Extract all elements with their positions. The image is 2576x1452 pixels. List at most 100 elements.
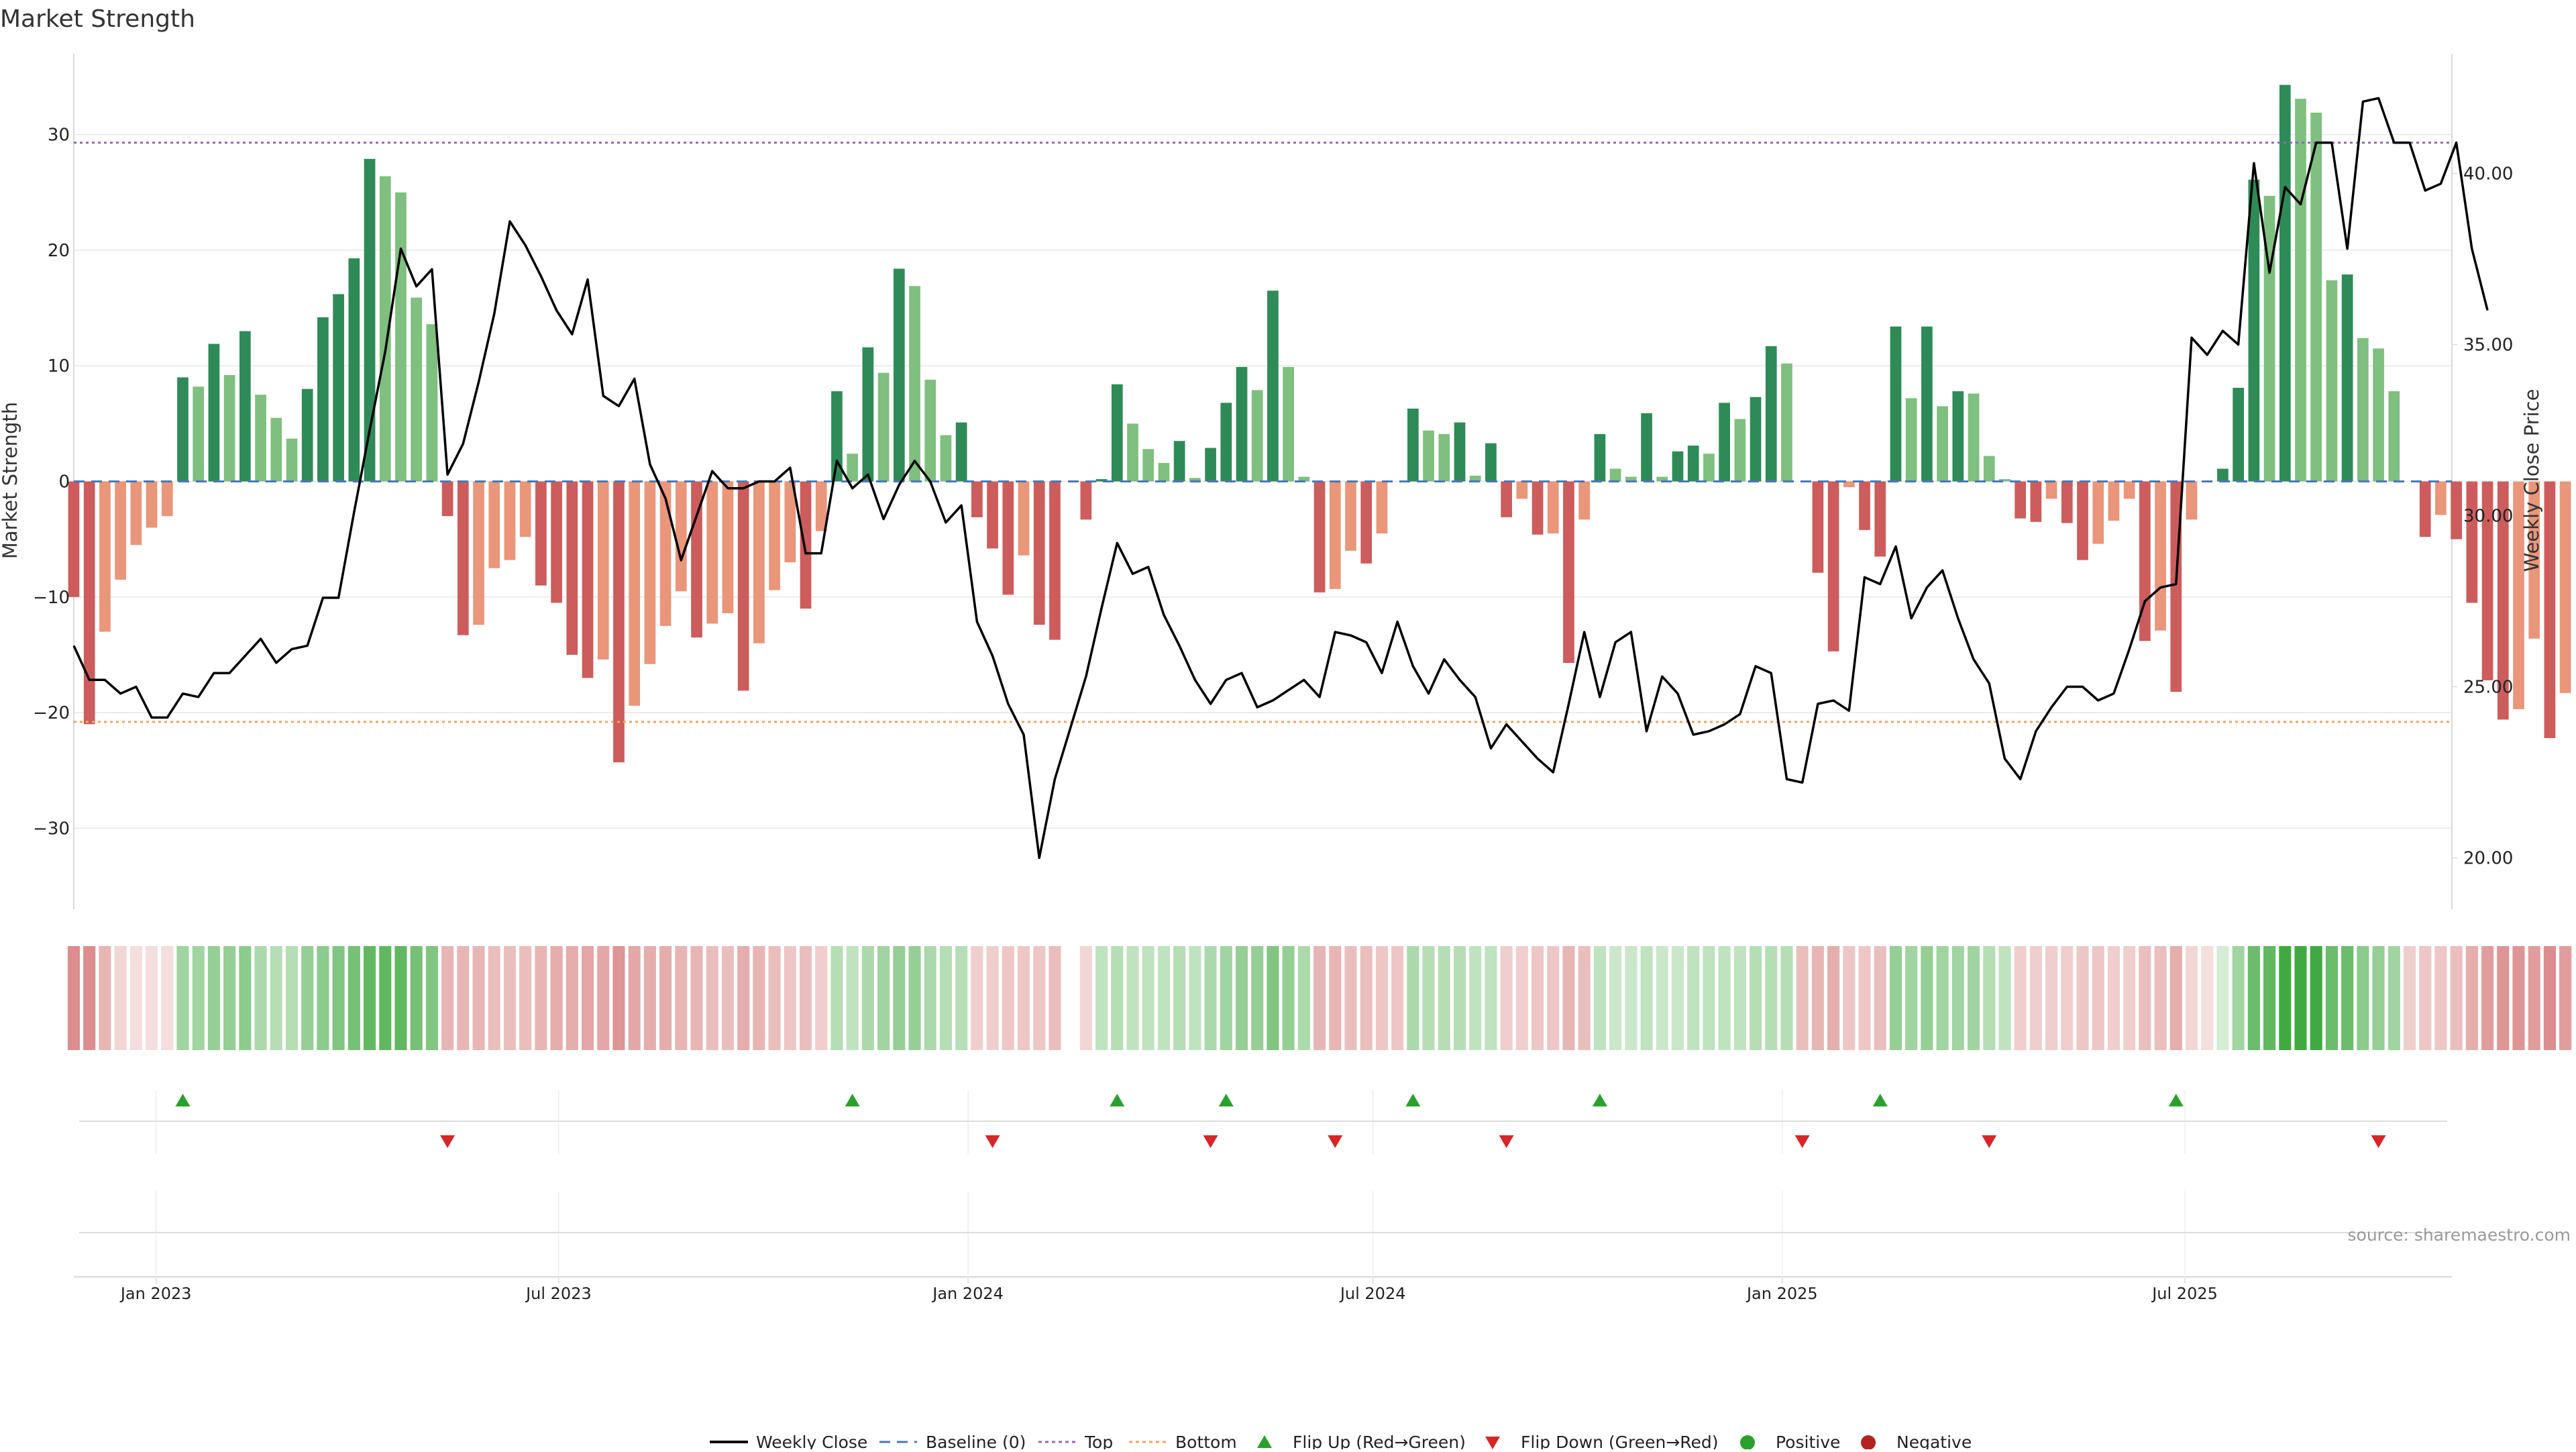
positive-bar (2233, 387, 2245, 482)
negative-bar (457, 481, 469, 635)
positive-bar (2341, 274, 2353, 482)
band-cell (2232, 946, 2245, 1050)
band-cell (1578, 946, 1591, 1050)
positive-bar (2279, 85, 2291, 482)
band-cell (2139, 946, 2151, 1050)
positive-bar (1765, 346, 1777, 482)
band-cell (861, 946, 874, 1050)
negative-bar (1360, 481, 1373, 564)
band-cell (2403, 946, 2416, 1050)
band-cell (815, 946, 828, 1050)
negative-bar (551, 481, 562, 603)
band-cell (1220, 946, 1232, 1050)
positive-bar (1158, 462, 1170, 482)
band-cell (2247, 946, 2260, 1050)
negative-bar (753, 481, 765, 643)
positive-bar (1236, 366, 1248, 482)
band-cell (1609, 946, 1622, 1050)
weekly-close-series (72, 97, 2489, 860)
positive-bar (395, 192, 407, 482)
positive-bar (862, 347, 874, 482)
band-cell (503, 946, 517, 1050)
x-tick-label: Jan 2025 (1746, 1284, 1818, 1303)
negative-bar (597, 481, 609, 660)
band-cell (332, 946, 345, 1050)
band-cell (2045, 946, 2058, 1050)
band-cell (1796, 946, 1809, 1050)
negative-bar (1843, 481, 1855, 488)
negative-bar (1080, 481, 1092, 520)
flip-down-marker (2371, 1135, 2386, 1148)
negative-bar (566, 481, 578, 655)
negative-bar (1018, 481, 1030, 556)
reference-lines (74, 142, 2452, 723)
band-cell (2154, 946, 2167, 1050)
positive-bar (1937, 406, 1948, 482)
positive-bar (1095, 479, 1108, 482)
weekly-close-line (72, 97, 2489, 860)
time-axis: Jan 2023 Jul 2023 Jan 2024 Jul 2024 Jan 2025… (74, 1090, 2452, 1303)
band-cell (1905, 946, 1918, 1050)
negative-bar (582, 481, 594, 678)
negative-bar (800, 481, 812, 609)
legend: Weekly Close Baseline (0) Top Bottom Fli… (710, 1433, 1972, 1452)
band-cell (2419, 946, 2432, 1050)
negative-bar (161, 481, 173, 517)
band-cell (2341, 946, 2354, 1050)
band-cell (1671, 946, 1684, 1050)
band-cell (161, 946, 174, 1050)
band-cell (1733, 946, 1746, 1050)
negative-bar (488, 481, 500, 568)
negative-bar (987, 481, 998, 549)
positive-bar (193, 386, 205, 482)
band-cell (1204, 946, 1217, 1050)
band-cell (893, 946, 906, 1050)
flip-down-marker (1203, 1135, 1218, 1148)
band-cell (2169, 946, 2182, 1050)
band-cell (223, 946, 236, 1050)
positive-bar (379, 176, 391, 482)
x-tick-label: Jul 2025 (2151, 1284, 2218, 1303)
strength-band (67, 946, 2572, 1050)
positive-bar (1890, 326, 1902, 482)
negative-bar (2481, 481, 2493, 680)
positive-bar (924, 379, 936, 482)
flip-down-marker (1794, 1135, 1810, 1148)
negative-bar (1002, 481, 1014, 595)
positive-bar (177, 377, 189, 482)
band-cell (1921, 946, 1933, 1050)
positive-bar (1469, 475, 1481, 482)
band-cell (1422, 946, 1435, 1050)
negative-bar (2139, 481, 2151, 641)
positive-bar (1734, 419, 1746, 482)
band-cell (1967, 946, 1980, 1050)
band-cell (1453, 946, 1466, 1050)
band-cell (410, 946, 423, 1050)
negative-bar (2451, 481, 2462, 539)
negative-bar (2419, 481, 2431, 537)
positive-bar (1142, 449, 1155, 482)
negative-bar (2061, 481, 2073, 523)
y-axis-ticks: −30 −20 −10 0 10 20 30 (33, 125, 70, 839)
flip-up-marker (845, 1094, 860, 1106)
band-cell (239, 946, 252, 1050)
positive-bar (1111, 384, 1123, 482)
positive-bar (1283, 366, 1294, 482)
negative-bar (1345, 481, 1356, 551)
band-cell (1282, 946, 1295, 1050)
band-cell (519, 946, 532, 1050)
negative-bar (1547, 481, 1559, 534)
positive-bar (1625, 476, 1637, 482)
band-cell (2357, 946, 2369, 1050)
band-cell (1142, 946, 1155, 1050)
negative-bar (99, 481, 111, 632)
band-cell (2310, 946, 2322, 1050)
band-cell (114, 946, 127, 1050)
band-cell (550, 946, 563, 1050)
chart-title: Market Strength (0, 5, 195, 33)
negative-bar (1516, 481, 1528, 499)
positive-bar (208, 344, 220, 482)
positive-bar (2248, 179, 2260, 482)
band-cell (1391, 946, 1404, 1050)
positive-bar (893, 268, 905, 482)
